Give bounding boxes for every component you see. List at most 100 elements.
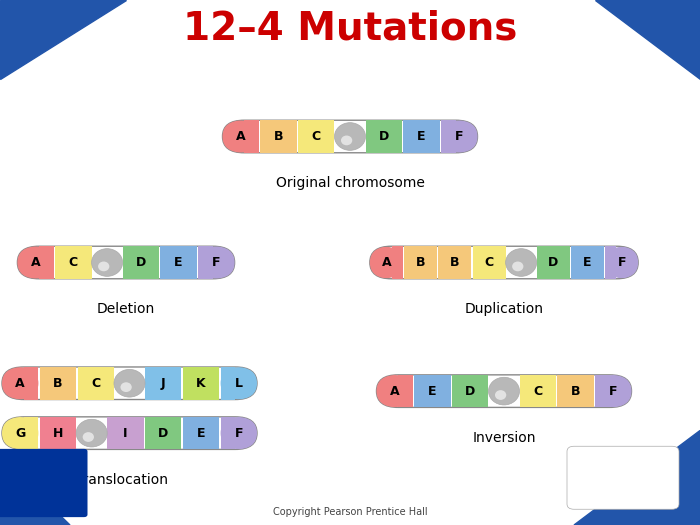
Bar	[107, 417, 144, 449]
FancyBboxPatch shape	[370, 246, 638, 279]
Bar	[24, 367, 38, 400]
Text: Copyright Pearson Prentice Hall: Copyright Pearson Prentice Hall	[273, 507, 427, 517]
Text: D: D	[158, 427, 168, 439]
Text: F: F	[609, 385, 617, 397]
Text: F: F	[234, 427, 243, 439]
Text: I: I	[123, 427, 127, 439]
FancyBboxPatch shape	[2, 417, 257, 449]
FancyBboxPatch shape	[377, 375, 413, 407]
Ellipse shape	[335, 123, 365, 150]
Text: G: G	[15, 427, 25, 439]
Ellipse shape	[341, 135, 352, 145]
Ellipse shape	[489, 377, 519, 405]
Bar	[40, 367, 76, 400]
Bar	[78, 367, 114, 400]
Text: Hall: Hall	[35, 498, 49, 505]
Text: D: D	[466, 385, 475, 397]
Text: B: B	[570, 385, 580, 397]
Text: C: C	[312, 130, 321, 143]
Text: F: F	[212, 256, 220, 269]
Text: D: D	[379, 130, 389, 143]
Bar	[145, 417, 181, 449]
Bar	[40, 417, 76, 449]
Text: A: A	[236, 130, 246, 143]
Bar	[571, 246, 604, 279]
FancyBboxPatch shape	[2, 417, 38, 449]
Bar	[595, 375, 610, 407]
Ellipse shape	[114, 370, 145, 397]
Text: C: C	[91, 377, 100, 390]
Text: F: F	[617, 256, 626, 269]
Text: C: C	[533, 385, 542, 397]
Bar	[183, 417, 219, 449]
Bar	[183, 367, 219, 400]
Polygon shape	[0, 0, 126, 79]
Text: Inversion: Inversion	[473, 430, 536, 445]
Bar	[160, 246, 197, 279]
Text: L: L	[234, 377, 243, 390]
FancyBboxPatch shape	[0, 449, 88, 517]
Bar	[404, 246, 437, 279]
Text: E: E	[583, 256, 592, 269]
Text: H: H	[52, 427, 63, 439]
Bar	[220, 417, 235, 449]
Text: D: D	[136, 256, 146, 269]
FancyBboxPatch shape	[220, 417, 257, 449]
Ellipse shape	[505, 249, 537, 276]
Bar	[220, 367, 235, 400]
Text: D: D	[548, 256, 558, 269]
Ellipse shape	[76, 419, 107, 447]
FancyBboxPatch shape	[198, 246, 235, 279]
Text: E: E	[428, 385, 437, 397]
Text: Deletion: Deletion	[97, 302, 155, 316]
Ellipse shape	[92, 249, 122, 276]
Bar	[473, 246, 505, 279]
Bar	[122, 246, 159, 279]
Bar	[606, 246, 617, 279]
Bar	[244, 120, 259, 153]
Polygon shape	[574, 430, 700, 525]
Bar	[557, 375, 594, 407]
Text: A: A	[15, 377, 25, 390]
Bar	[145, 367, 181, 400]
Text: A: A	[390, 385, 400, 397]
Text: K: K	[196, 377, 206, 390]
Bar	[55, 246, 92, 279]
Text: B: B	[416, 256, 426, 269]
Text: E: E	[197, 427, 205, 439]
FancyBboxPatch shape	[18, 246, 234, 279]
FancyBboxPatch shape	[606, 246, 638, 279]
FancyBboxPatch shape	[2, 367, 257, 400]
Text: B: B	[274, 130, 284, 143]
Bar	[441, 120, 456, 153]
Bar	[519, 375, 556, 407]
Text: F: F	[455, 130, 463, 143]
Bar	[438, 246, 471, 279]
Bar	[403, 120, 440, 153]
Text: C: C	[69, 256, 78, 269]
Text: Duplication: Duplication	[465, 302, 543, 316]
Text: Original chromosome: Original chromosome	[276, 176, 424, 190]
Bar	[198, 246, 213, 279]
Ellipse shape	[83, 432, 94, 442]
Bar	[24, 417, 38, 449]
Bar	[39, 246, 54, 279]
FancyBboxPatch shape	[223, 120, 477, 153]
FancyBboxPatch shape	[441, 120, 477, 153]
Ellipse shape	[98, 261, 109, 271]
Bar	[414, 375, 451, 407]
Text: Prentice: Prentice	[28, 488, 56, 494]
Text: C: C	[484, 256, 494, 269]
FancyBboxPatch shape	[223, 120, 259, 153]
FancyBboxPatch shape	[220, 367, 257, 400]
Text: A: A	[382, 256, 391, 269]
Text: J: J	[161, 377, 165, 390]
Bar	[398, 375, 413, 407]
Bar	[365, 120, 402, 153]
FancyBboxPatch shape	[2, 367, 38, 400]
Text: 12–4 Mutations: 12–4 Mutations	[183, 10, 517, 48]
FancyBboxPatch shape	[595, 375, 631, 407]
Text: PEARSON: PEARSON	[22, 473, 62, 482]
FancyBboxPatch shape	[18, 246, 54, 279]
Text: E: E	[174, 256, 183, 269]
